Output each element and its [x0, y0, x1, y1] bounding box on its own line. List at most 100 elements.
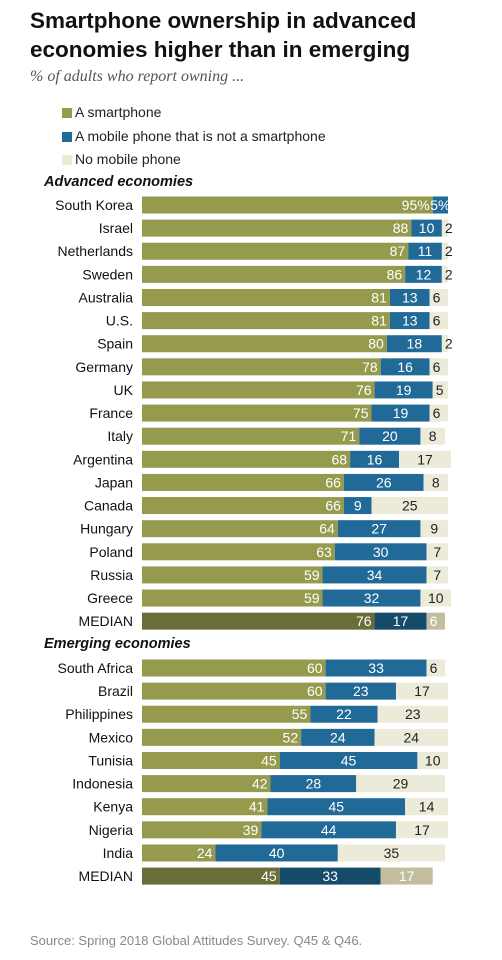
- country-label-indonesia: Indonesia: [72, 776, 133, 792]
- bar-smartphone-hungary: [142, 520, 338, 538]
- value-label-none-hungary: 9: [430, 521, 438, 537]
- bar-mobile-median-1: [279, 867, 381, 885]
- country-label-mexico: Mexico: [89, 729, 134, 745]
- bar-mobile-tunisia: [279, 751, 418, 769]
- country-label-russia: Russia: [90, 567, 133, 583]
- value-label-none-uk: 5: [436, 382, 444, 398]
- value-label-mobile-u-s: 13: [402, 313, 418, 329]
- bar-smartphone-poland: [142, 543, 335, 561]
- country-label-uk: UK: [114, 382, 134, 398]
- bar-smartphone-france: [142, 404, 372, 422]
- bar-smartphone-spain: [142, 335, 387, 353]
- bar-mobile-brazil: [325, 682, 396, 700]
- value-label-smartphone-canada: 66: [325, 498, 341, 514]
- bar-none-mexico: [374, 728, 448, 746]
- country-label-canada: Canada: [84, 498, 133, 514]
- bar-mobile-south-africa: [325, 659, 427, 677]
- value-label-smartphone-israel: 88: [393, 220, 409, 236]
- bar-mobile-israel: [411, 219, 442, 237]
- bar-none-south-africa: [426, 659, 445, 677]
- country-label-hungary: Hungary: [80, 521, 133, 537]
- country-label-poland: Poland: [89, 544, 133, 560]
- section-label-advanced: Advanced economies: [44, 174, 194, 190]
- value-label-mobile-italy: 20: [382, 428, 398, 444]
- bar-none-russia: [426, 566, 448, 584]
- bar-mobile-south-korea: [432, 196, 448, 214]
- bar-none-argentina: [399, 450, 452, 468]
- value-label-mobile-median-0: 17: [393, 613, 409, 629]
- bar-smartphone-nigeria: [142, 821, 262, 839]
- country-label-nigeria: Nigeria: [89, 822, 134, 838]
- bar-mobile-australia: [389, 288, 430, 306]
- bar-smartphone-india: [142, 844, 216, 862]
- bar-mobile-uk: [374, 381, 433, 399]
- value-label-mobile-sweden: 12: [416, 266, 432, 282]
- value-label-none-italy: 8: [429, 428, 437, 444]
- value-label-smartphone-greece: 59: [304, 590, 320, 606]
- value-label-mobile-poland: 30: [373, 544, 389, 560]
- value-label-smartphone-australia: 81: [371, 289, 387, 305]
- chart-title: Smartphone ownership in advanced economi…: [30, 8, 417, 62]
- bar-mobile-hungary: [337, 520, 421, 538]
- value-label-smartphone-indonesia: 42: [252, 776, 268, 792]
- value-label-mobile-russia: 34: [367, 567, 383, 583]
- value-label-mobile-greece: 32: [364, 590, 380, 606]
- legend-swatch-mobile: [62, 131, 72, 142]
- country-label-kenya: Kenya: [93, 799, 133, 815]
- bar-mobile-argentina: [350, 450, 400, 468]
- value-label-none-israel: 2: [445, 220, 453, 236]
- value-label-none-australia: 6: [433, 289, 441, 305]
- bar-mobile-nigeria: [261, 821, 396, 839]
- bar-none-italy: [420, 427, 445, 445]
- bar-mobile-mexico: [301, 728, 375, 746]
- value-label-mobile-india: 40: [269, 845, 285, 861]
- value-label-smartphone-tunisia: 45: [261, 752, 277, 768]
- bar-mobile-france: [371, 404, 430, 422]
- bar-none-median-1: [380, 867, 433, 885]
- value-label-mobile-median-1: 33: [322, 868, 338, 884]
- legend-label-smartphone: A smartphone: [75, 104, 162, 120]
- bar-smartphone-japan: [142, 473, 344, 491]
- value-label-mobile-south-africa: 33: [368, 660, 384, 676]
- value-label-smartphone-sweden: 86: [387, 266, 403, 282]
- value-label-none-south-africa: 6: [430, 660, 438, 676]
- bar-none-poland: [426, 543, 448, 561]
- country-label-italy: Italy: [107, 428, 133, 444]
- bar-smartphone-uk: [142, 381, 375, 399]
- value-label-none-russia: 7: [433, 567, 441, 583]
- chart-subtitle: % of adults who report owning ...: [30, 68, 245, 85]
- country-label-tunisia: Tunisia: [88, 752, 133, 768]
- bar-smartphone-sweden: [142, 265, 406, 283]
- value-label-mobile-canada: 9: [354, 498, 362, 514]
- value-label-none-netherlands: 2: [445, 243, 453, 259]
- bar-smartphone-brazil: [142, 682, 326, 700]
- bar-none-hungary: [420, 520, 448, 538]
- value-label-smartphone-south-korea: 95%: [402, 197, 430, 213]
- value-label-smartphone-mexico: 52: [283, 729, 299, 745]
- legend-label-mobile: A mobile phone that is not a smartphone: [75, 127, 326, 144]
- bar-mobile-spain: [386, 335, 442, 353]
- bar-smartphone-israel: [142, 219, 412, 237]
- country-label-india: India: [103, 845, 134, 861]
- value-label-smartphone-spain: 80: [368, 336, 384, 352]
- bar-mobile-japan: [343, 473, 424, 491]
- value-label-mobile-israel: 10: [419, 220, 435, 236]
- bar-smartphone-australia: [142, 288, 390, 306]
- value-label-mobile-france: 19: [393, 405, 409, 421]
- bar-mobile-russia: [322, 566, 427, 584]
- value-label-smartphone-kenya: 41: [249, 799, 265, 815]
- value-label-none-median-1: 17: [399, 868, 415, 884]
- bar-smartphone-south-africa: [142, 659, 326, 677]
- value-label-none-nigeria: 17: [414, 822, 430, 838]
- bar-smartphone-philippines: [142, 705, 311, 723]
- value-label-mobile-spain: 18: [407, 336, 423, 352]
- bar-mobile-germany: [380, 358, 430, 376]
- bar-smartphone-indonesia: [142, 775, 271, 793]
- bar-mobile-u-s: [389, 312, 430, 330]
- bar-smartphone-canada: [142, 497, 344, 515]
- value-label-none-sweden: 2: [445, 266, 453, 282]
- value-label-smartphone-philippines: 55: [292, 706, 308, 722]
- value-label-none-indonesia: 29: [393, 776, 409, 792]
- value-label-smartphone-netherlands: 87: [390, 243, 406, 259]
- value-label-none-brazil: 17: [414, 683, 430, 699]
